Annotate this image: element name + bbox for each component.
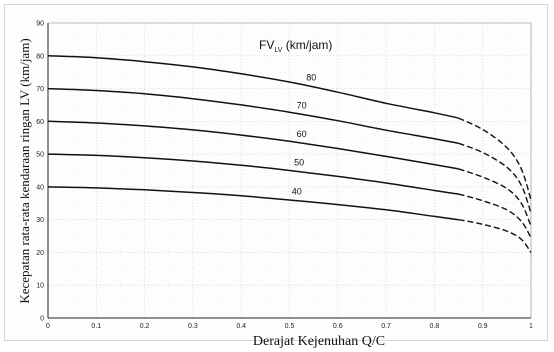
series-line-fv-80 <box>47 55 459 119</box>
curve-label-fv-70: 70 <box>297 100 307 110</box>
curve-label-fv-50: 50 <box>294 158 304 168</box>
curve-label-fv-40: 40 <box>292 187 302 197</box>
axes <box>47 22 532 319</box>
series-extension-fv-50 <box>458 193 532 239</box>
y-tick-label: 50 <box>36 152 44 159</box>
x-tick-label: 1 <box>529 323 533 330</box>
series-extension-fv-40 <box>458 219 532 253</box>
y-tick-label: 10 <box>36 283 44 290</box>
x-tick-label: 0.5 <box>285 323 295 330</box>
legend-title-sub: LV <box>274 47 282 54</box>
series-lines <box>47 55 532 253</box>
series-line-fv-60 <box>47 120 459 170</box>
tick-labels: 0 0.1 0.2 0.3 0.4 0.5 0.6 0.7 0.8 0.9 101020304050… <box>36 21 533 331</box>
curve-label-fv-60: 60 <box>297 129 307 139</box>
y-tick-label: 80 <box>36 53 44 60</box>
y-tick-label: 20 <box>36 250 44 257</box>
curve-labels: 80 70 60 50 40 <box>292 73 317 197</box>
curve-label-fv-80: 80 <box>306 73 316 83</box>
series-line-fv-50 <box>47 153 459 195</box>
speed-vs-saturation-chart: 80 70 60 50 40 0 0.1 0.2 0.3 0.4 0.5 0.6 0.7 0.8 0.9 1… <box>17 21 533 350</box>
y-tick-label: 30 <box>36 217 44 224</box>
series-line-fv-40 <box>47 186 459 221</box>
y-tick-label: 40 <box>36 184 44 191</box>
y-tick-label: 70 <box>36 86 44 93</box>
x-tick-label: 0.6 <box>333 323 343 330</box>
chart-frame: 80 70 60 50 40 0 0.1 0.2 0.3 0.4 0.5 0.6 0.7 0.8 0.9 1… <box>4 4 548 349</box>
legend-title-unit: (km/jam) <box>282 38 332 52</box>
x-tick-label: 0.8 <box>430 323 440 330</box>
y-tick-label: 60 <box>36 119 44 126</box>
series-extension-fv-80 <box>458 117 532 201</box>
x-tick-label: 0 <box>46 323 50 330</box>
y-tick-label: 90 <box>36 21 44 28</box>
x-tick-label: 0.4 <box>236 323 246 330</box>
x-tick-label: 0.3 <box>188 323 198 330</box>
legend-title: FVLV (km/jam) <box>259 38 332 54</box>
series-line-fv-70 <box>47 87 459 145</box>
y-axis-title: Kecepatan rata-rata kendaraan ringan LV … <box>17 38 32 303</box>
x-tick-label: 0.7 <box>381 323 391 330</box>
legend-title-main: FV <box>259 38 274 52</box>
series-extension-fv-70 <box>458 142 532 214</box>
x-tick-label: 0.9 <box>478 323 488 330</box>
x-axis-title: Derajat Kejenuhan Q/C <box>253 334 385 349</box>
y-tick-label: 0 <box>40 316 44 323</box>
x-tick-label: 0.2 <box>140 323 150 330</box>
x-tick-label: 0.1 <box>91 323 101 330</box>
